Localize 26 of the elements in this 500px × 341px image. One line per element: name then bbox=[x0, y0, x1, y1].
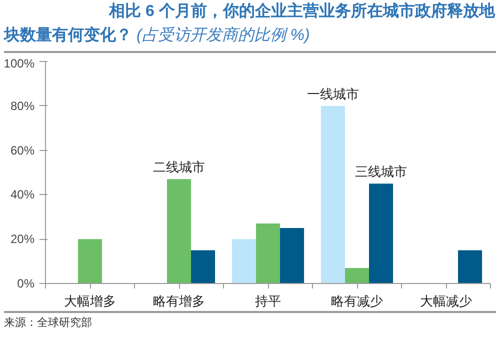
x-tick-label: 持平 bbox=[255, 294, 281, 308]
bar bbox=[369, 184, 394, 284]
y-tick-label: 0% bbox=[17, 276, 35, 290]
series-label: 二线城市 bbox=[153, 160, 205, 175]
y-tick-label: 60% bbox=[10, 143, 35, 158]
bar bbox=[191, 250, 216, 284]
y-tick-label: 80% bbox=[10, 98, 35, 113]
source-note: 来源：全球研究部 bbox=[4, 316, 93, 331]
x-tick-label: 略有增多 bbox=[153, 294, 205, 308]
x-tick-label: 大幅增多 bbox=[64, 294, 116, 308]
series-label: 三线城市 bbox=[355, 164, 408, 180]
x-tick-label: 略有减少 bbox=[331, 294, 383, 308]
chart-subtitle: (占受访开发商的比例 %) bbox=[136, 27, 310, 44]
bar bbox=[232, 239, 256, 284]
bar bbox=[344, 268, 370, 284]
y-tick-label: 100% bbox=[4, 56, 35, 70]
y-tick-label: 20% bbox=[10, 232, 35, 246]
bar bbox=[78, 239, 102, 284]
bar bbox=[280, 228, 304, 284]
bar bbox=[320, 106, 345, 284]
y-tick-label: 40% bbox=[10, 188, 35, 202]
series-label: 一线城市 bbox=[306, 86, 359, 102]
bar bbox=[166, 179, 192, 284]
x-tick-label: 大幅减少 bbox=[420, 294, 472, 308]
bar bbox=[458, 250, 482, 284]
bar bbox=[256, 224, 280, 284]
